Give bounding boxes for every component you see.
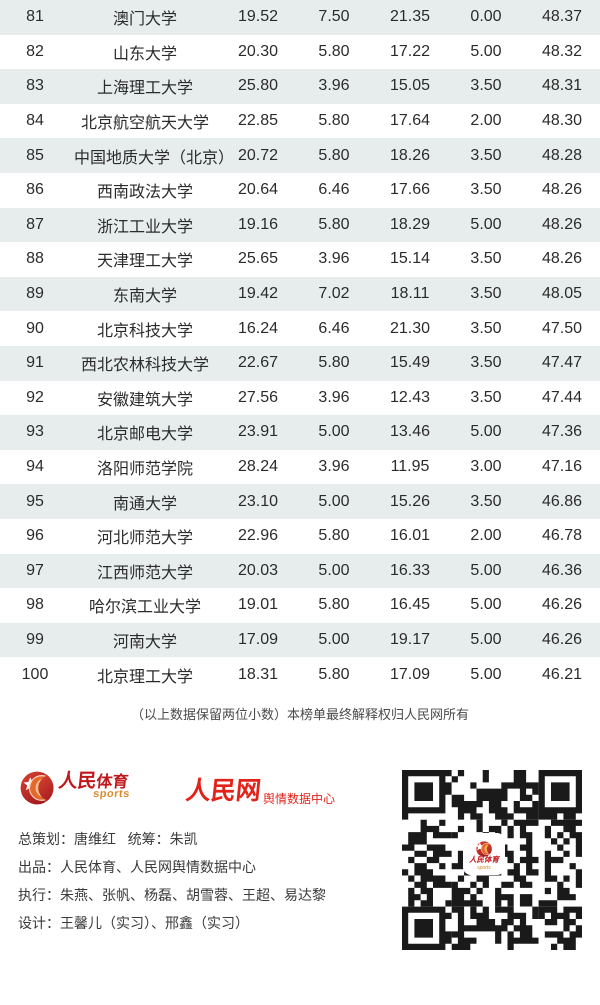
svg-text:人民体育: 人民体育 — [469, 855, 500, 864]
svg-text:sports: sports — [477, 865, 491, 871]
